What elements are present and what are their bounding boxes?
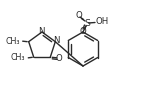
Text: OH: OH xyxy=(96,17,109,26)
Text: S: S xyxy=(84,18,90,27)
Text: CH₃: CH₃ xyxy=(5,37,20,46)
Text: O: O xyxy=(76,12,82,21)
Text: N: N xyxy=(38,27,45,36)
Text: O: O xyxy=(56,54,63,63)
Text: N: N xyxy=(53,36,60,45)
Text: O: O xyxy=(80,27,86,36)
Text: CH₃: CH₃ xyxy=(10,53,25,62)
